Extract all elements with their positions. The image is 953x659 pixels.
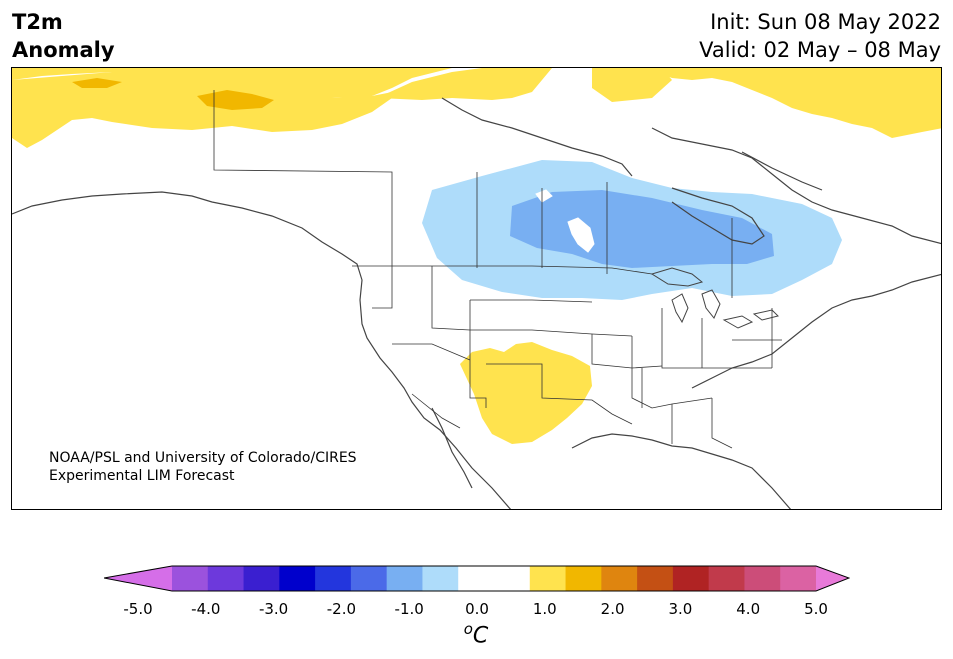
borders [213,90,782,449]
colorbar-segment [494,566,531,591]
credit-line1: NOAA/PSL and University of Colorado/CIRE… [49,450,357,466]
colorbar-outline [104,565,850,592]
map-title: T2m Anomaly [12,8,115,64]
colorbar-segment [422,566,459,591]
cool-anomaly-inner [510,190,774,268]
colorbar-segment [529,566,567,591]
colorbar-segment [672,566,710,591]
great-lakes [650,267,779,329]
colorbar-tick-label: 1.0 [532,600,557,618]
unit-letter: C [472,623,489,649]
colorbar-tick-label: 4.0 [736,600,761,618]
warm-anomaly-southwest [460,342,592,444]
init-date: Init: Sun 08 May 2022 [710,10,941,34]
warm-anomaly-alaska-core [72,78,274,110]
anomaly-map [11,67,942,510]
colorbar-tick-label: -3.0 [258,600,289,618]
colorbar-segment [386,566,423,591]
colorbar-segments [104,566,849,591]
coastlines [12,97,941,509]
colorbar-segment [744,566,781,591]
colorbar-segment [315,566,352,591]
forecast-dates: Init: Sun 08 May 2022 Valid: 02 May – 08… [699,8,941,64]
colorbar-segment [565,566,602,591]
unit-degree: o [463,620,473,638]
colorbar-segment [172,566,209,591]
colorbar-segment [708,566,745,591]
data-credit: NOAA/PSL and University of Colorado/CIRE… [49,449,357,485]
warm-anomaly-arctic-islands [377,68,941,138]
colorbar-unit: oC [464,620,489,648]
colorbar-segment [601,566,638,591]
colorbar-tick-label: 5.0 [804,600,828,618]
colorbar-tick-label: 0.0 [465,600,489,618]
map-title-line2: Anomaly [12,38,115,62]
colorbar-segment [279,566,316,591]
colorbar-tick-label: 2.0 [600,600,625,618]
valid-range: Valid: 02 May – 08 May [699,38,941,62]
colorbar-segment [350,566,388,591]
colorbar [104,565,850,592]
map-title-line1: T2m [12,10,63,34]
colorbar-tick-label: 3.0 [668,600,693,618]
colorbar-tick-label: -4.0 [191,600,221,618]
colorbar-segment [207,566,245,591]
lakes [535,189,595,253]
colorbar-segment [780,566,817,591]
colorbar-segment [104,566,172,591]
colorbar-segment [243,566,280,591]
colorbar-tick-label: -1.0 [394,600,424,618]
credit-line2: Experimental LIM Forecast [49,468,235,484]
colorbar-segment [458,566,495,591]
colorbar-tick-label: -5.0 [123,600,153,618]
colorbar-segment [637,566,674,591]
colorbar-segment [816,566,849,591]
colorbar-tick-label: -2.0 [326,600,357,618]
map-canvas [12,68,941,509]
